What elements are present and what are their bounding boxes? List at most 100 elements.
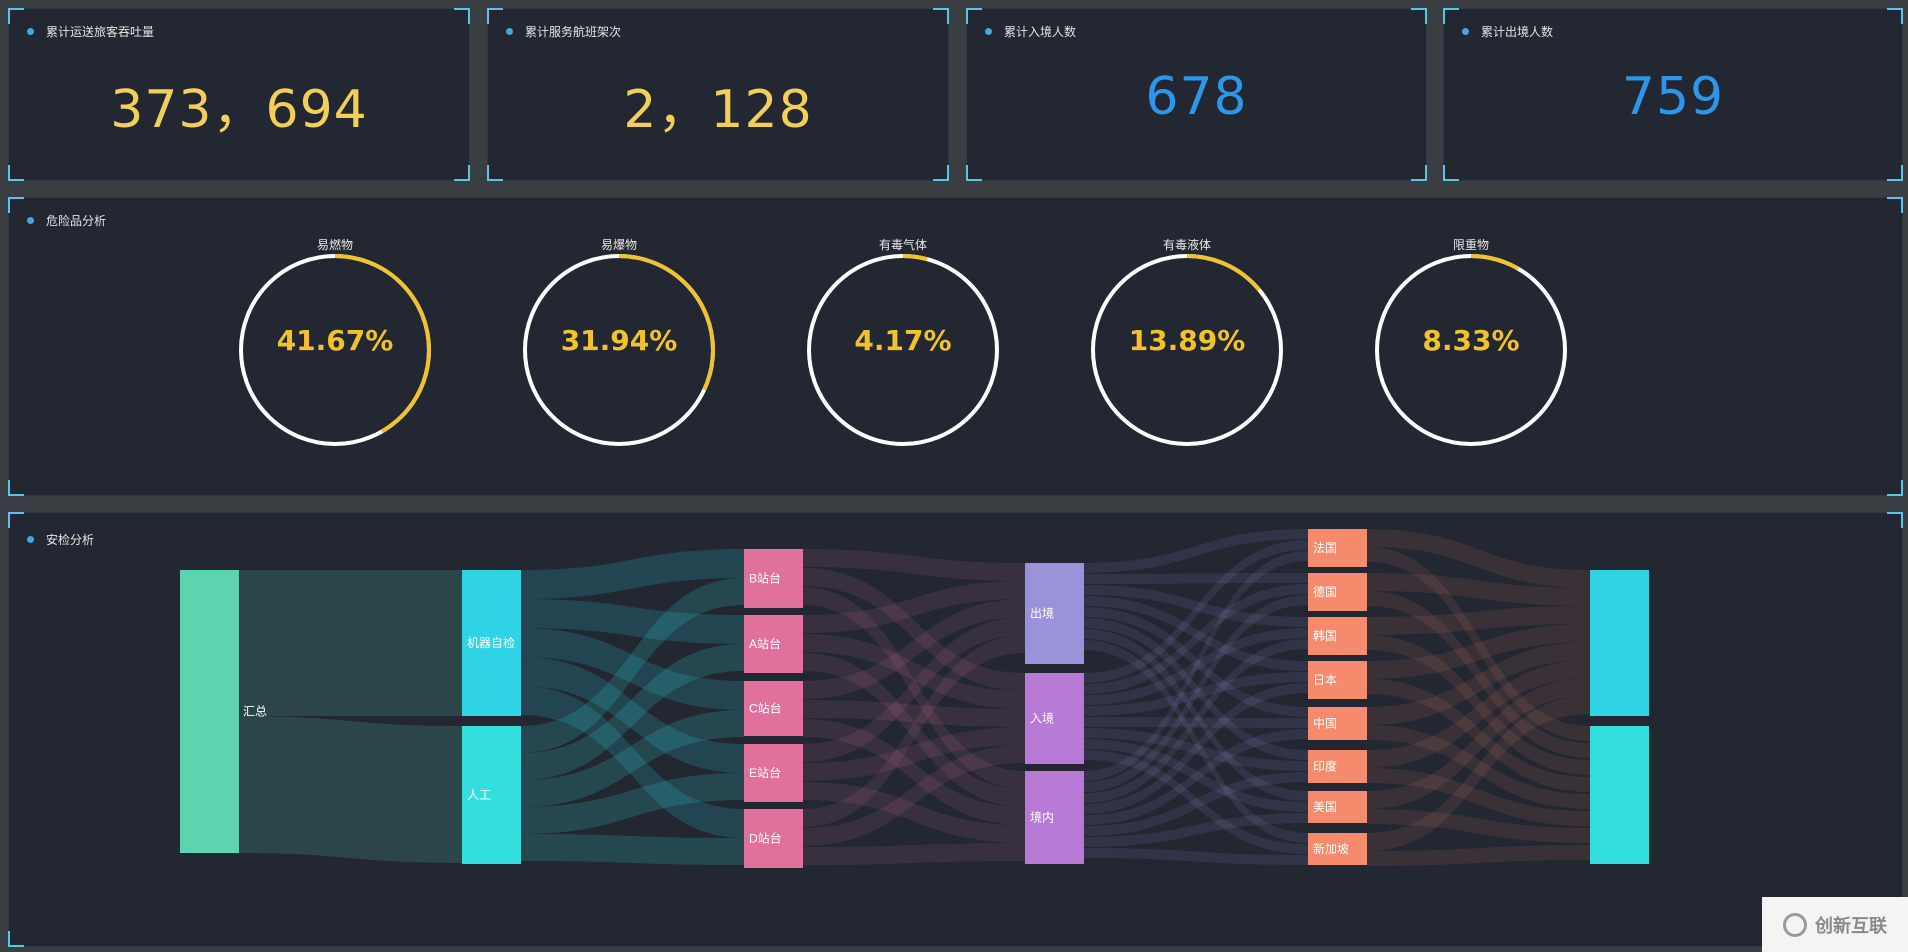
sankey-link bbox=[1084, 628, 1308, 705]
sankey-link bbox=[1084, 584, 1308, 694]
sankey-node-total bbox=[180, 570, 239, 853]
bullet-dot-icon bbox=[27, 536, 34, 543]
stat-value: 759 bbox=[1621, 67, 1725, 127]
watermark-logo: 创新互联 bbox=[1762, 897, 1908, 952]
sankey-link bbox=[1367, 768, 1590, 826]
sankey-label: B站台 bbox=[749, 571, 781, 586]
sankey-node-in bbox=[1025, 673, 1084, 764]
sankey-link bbox=[1367, 809, 1590, 843]
sankey-link bbox=[1084, 639, 1308, 803]
ring-percent: 31.94% bbox=[560, 324, 678, 357]
sankey-label: A站台 bbox=[749, 636, 781, 651]
sankey-label: 德国 bbox=[1313, 584, 1337, 599]
sankey-link bbox=[1367, 635, 1590, 775]
sankey-link bbox=[1084, 529, 1308, 573]
sankey-link bbox=[521, 578, 744, 753]
sankey-node-CN bbox=[1308, 707, 1367, 740]
stat-value: 373，694 bbox=[110, 80, 368, 140]
sankey-label: 人工 bbox=[467, 788, 491, 802]
sankey-link bbox=[803, 587, 1025, 789]
ring-arc bbox=[1091, 254, 1283, 446]
stat-panel-3: 累计入境人数 678 bbox=[966, 8, 1427, 181]
sankey-link bbox=[1367, 845, 1590, 866]
sankey-link bbox=[803, 843, 1025, 865]
sankey-link bbox=[803, 549, 1025, 581]
sankey-link bbox=[803, 700, 1025, 727]
stat-value: 2，128 bbox=[623, 80, 813, 140]
ring-chart-toxic-gas: 有毒气体 4.17% bbox=[805, 198, 1001, 446]
sankey-link bbox=[1084, 772, 1308, 836]
sankey-link bbox=[803, 617, 1025, 762]
sankey-link bbox=[1084, 607, 1308, 717]
sankey-link bbox=[1084, 596, 1308, 671]
danger-panel: 危险品分析 易燃物 41.67% 易爆物 31.94% 有毒气体 4.17% 有… bbox=[8, 197, 1903, 496]
stat-title: 累计入境人数 bbox=[985, 23, 1076, 40]
sankey-label: 韩国 bbox=[1313, 628, 1337, 643]
ring-label: 有毒气体 bbox=[878, 238, 927, 252]
sankey-link bbox=[1084, 551, 1308, 781]
sankey-link bbox=[803, 635, 1025, 827]
sankey-link bbox=[1367, 606, 1590, 635]
ring-chart-weight-limited: 限重物 8.33% bbox=[1373, 198, 1569, 446]
sankey-link bbox=[1084, 595, 1308, 792]
sankey-link bbox=[1367, 642, 1590, 725]
stat-panel-2: 累计服务航班架次 2，128 bbox=[487, 8, 949, 181]
ring-graphic bbox=[807, 254, 999, 446]
ring-label: 易燃物 bbox=[316, 238, 353, 252]
bullet-dot-icon bbox=[985, 28, 992, 35]
ring-arc bbox=[807, 254, 999, 446]
sankey-node-D bbox=[744, 809, 803, 868]
sankey-link bbox=[239, 716, 462, 863]
sankey-label: C站台 bbox=[749, 701, 782, 716]
sankey-link bbox=[1084, 739, 1308, 812]
stat-title: 累计运送旅客吞吐量 bbox=[27, 23, 154, 40]
sankey-link bbox=[1367, 725, 1590, 809]
sankey-link bbox=[803, 568, 1025, 691]
sankey-link bbox=[1084, 573, 1308, 584]
sankey-link bbox=[803, 782, 1025, 843]
sankey-node-US bbox=[1308, 791, 1367, 823]
sankey-node-SG bbox=[1308, 833, 1367, 865]
sankey-node-end2 bbox=[1590, 726, 1649, 864]
ring-label: 限重物 bbox=[1452, 238, 1489, 252]
ring-label: 易爆物 bbox=[600, 238, 637, 252]
sankey-node-E bbox=[744, 744, 803, 802]
sankey-label: 入境 bbox=[1030, 711, 1054, 726]
sankey-label: 新加坡 bbox=[1313, 841, 1349, 856]
sankey-node-machine bbox=[462, 570, 521, 716]
sankey-link bbox=[1367, 547, 1590, 741]
sankey-link bbox=[803, 719, 1025, 825]
sankey-link bbox=[1367, 696, 1590, 851]
sankey-label: D站台 bbox=[749, 831, 782, 846]
sankey-link bbox=[521, 834, 744, 865]
sankey-label: 印度 bbox=[1313, 759, 1337, 774]
sankey-node-DE bbox=[1308, 573, 1367, 611]
stat-panel-4: 累计出境人数 759 bbox=[1443, 8, 1903, 181]
sankey-link bbox=[1084, 672, 1308, 716]
panel-title: 安检分析 bbox=[27, 531, 94, 548]
sankey-link bbox=[1084, 585, 1308, 627]
panel-title: 危险品分析 bbox=[27, 212, 106, 229]
sankey-link bbox=[1367, 591, 1590, 758]
sankey-label: 法国 bbox=[1313, 541, 1337, 555]
ring-percent: 4.17% bbox=[854, 324, 952, 357]
sankey-label: 美国 bbox=[1313, 800, 1337, 814]
sankey-link bbox=[1084, 813, 1308, 847]
stat-title: 累计出境人数 bbox=[1462, 23, 1553, 40]
ring-arc bbox=[239, 254, 431, 446]
sankey-node-A bbox=[744, 615, 803, 673]
sankey-link bbox=[521, 549, 744, 599]
sankey-label: E站台 bbox=[749, 765, 781, 780]
sankey-link bbox=[803, 634, 1025, 709]
sankey-link bbox=[521, 657, 744, 773]
sankey-link bbox=[1084, 640, 1308, 843]
sankey-link bbox=[521, 686, 744, 838]
sankey-node-domestic bbox=[1025, 771, 1084, 864]
sankey-node-KR bbox=[1308, 617, 1367, 655]
sankey-link bbox=[521, 773, 744, 834]
sankey-link bbox=[1367, 660, 1590, 768]
ring-label: 有毒液体 bbox=[1162, 238, 1211, 252]
ring-arc bbox=[523, 254, 715, 446]
ring-percent: 8.33% bbox=[1422, 324, 1520, 357]
